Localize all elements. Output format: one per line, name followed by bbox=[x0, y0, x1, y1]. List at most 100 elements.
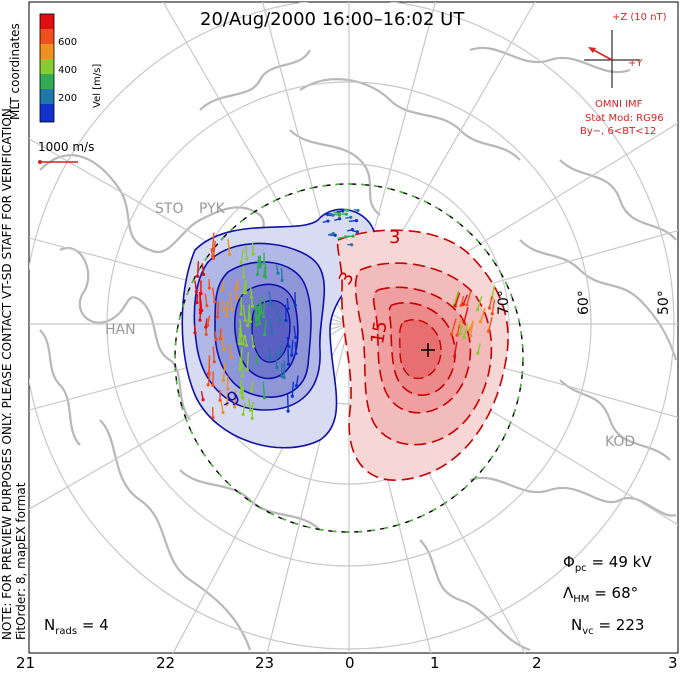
velocity-vector bbox=[248, 398, 252, 411]
velocity-vector bbox=[262, 381, 266, 398]
velocity-vector bbox=[242, 402, 246, 415]
velocity-vector bbox=[462, 294, 469, 305]
color-tick-400: 400 bbox=[58, 65, 78, 76]
velocity-vector-origin bbox=[344, 212, 348, 216]
velocity-vector-origin bbox=[245, 257, 249, 261]
velocity-vector bbox=[290, 340, 294, 356]
velocity-vector bbox=[463, 323, 469, 338]
vector-scale-label: 1000 m/s bbox=[38, 140, 95, 154]
velocity-vector-origin bbox=[240, 395, 244, 399]
velocity-vector-origin bbox=[194, 290, 199, 294]
velocity-vector bbox=[246, 352, 250, 370]
velocity-vector-origin bbox=[280, 278, 284, 282]
velocity-vector bbox=[225, 300, 229, 316]
velocity-vector bbox=[468, 321, 474, 331]
velocity-vector-origin bbox=[201, 272, 206, 277]
velocity-vector-origin bbox=[241, 412, 245, 417]
nvc-sub: vc bbox=[582, 626, 594, 637]
velocity-vector-origin bbox=[284, 318, 288, 323]
velocity-vector-origin bbox=[251, 252, 255, 256]
velocity-vector-origin bbox=[278, 352, 283, 357]
velocity-vector bbox=[477, 343, 481, 354]
positive-potential-cell bbox=[336, 229, 509, 481]
velocity-vector-origin bbox=[468, 334, 473, 338]
velocity-vector-origin bbox=[490, 312, 494, 316]
velocity-vector-origin bbox=[211, 254, 215, 258]
velocity-vector-origin bbox=[286, 306, 290, 311]
velocity-vector-origin bbox=[293, 303, 297, 307]
phi-sub: pc bbox=[574, 563, 587, 574]
velocity-vector bbox=[466, 291, 472, 306]
velocity-vector-origin bbox=[282, 376, 286, 380]
velocity-vector bbox=[211, 287, 216, 302]
velocity-vector-origin bbox=[235, 296, 239, 300]
velocity-vector bbox=[250, 287, 253, 298]
velocity-vector bbox=[255, 303, 258, 320]
velocity-vector-origin bbox=[255, 272, 260, 276]
velocity-vector bbox=[240, 249, 244, 263]
velocity-vector bbox=[243, 282, 246, 293]
velocity-vector-origin bbox=[239, 312, 243, 316]
hm-boundary-latitude: ΛHM = 68° bbox=[563, 584, 638, 605]
velocity-vector bbox=[251, 334, 255, 347]
velocity-vector-origin bbox=[280, 374, 284, 378]
velocity-vector-origin bbox=[487, 306, 492, 310]
site-label-pyk: PYK bbox=[199, 201, 225, 217]
velocity-vector bbox=[286, 336, 290, 347]
velocity-vector-origin bbox=[244, 343, 249, 347]
velocity-vector-origin bbox=[229, 355, 233, 359]
mlt-label-0: 0 bbox=[345, 654, 355, 672]
lambda-sub: HM bbox=[573, 594, 590, 605]
velocity-vector-origin bbox=[458, 331, 462, 336]
velocity-vector-origin bbox=[350, 243, 354, 247]
velocity-vector-origin bbox=[258, 265, 262, 269]
velocity-vector-origin bbox=[250, 304, 255, 308]
velocity-vector bbox=[491, 299, 496, 314]
velocity-vector bbox=[275, 352, 278, 368]
velocity-vector bbox=[263, 319, 267, 335]
imf-clock-dial bbox=[584, 30, 640, 88]
velocity-vector-origin bbox=[237, 341, 241, 346]
velocity-vector-origin bbox=[287, 345, 291, 349]
velocity-vector bbox=[239, 319, 243, 337]
velocity-vector bbox=[211, 232, 215, 251]
imf-source-label: OMNI IMF bbox=[595, 99, 643, 110]
velocity-vector-origin bbox=[198, 318, 202, 322]
velocity-vector-origin bbox=[212, 360, 216, 364]
velocity-vector bbox=[194, 280, 198, 292]
velocity-vector-origin bbox=[259, 311, 263, 315]
velocity-vector-origin bbox=[254, 323, 259, 327]
hm-boundary bbox=[174, 183, 524, 533]
site-label-sto: STO bbox=[155, 201, 184, 217]
site-label-kod: KOD bbox=[605, 434, 636, 450]
velocity-vector bbox=[454, 292, 461, 307]
color-tick-600: 600 bbox=[58, 37, 78, 48]
velocity-vector-origin bbox=[201, 398, 205, 402]
velocity-vector-origin bbox=[354, 219, 359, 223]
velocity-vector bbox=[280, 268, 283, 281]
velocity-vector-origin bbox=[262, 261, 266, 265]
velocity-vector-origin bbox=[243, 318, 247, 323]
velocity-vector-origin bbox=[230, 307, 234, 312]
velocity-vector bbox=[201, 263, 205, 275]
velocity-color-bar bbox=[39, 13, 55, 123]
velocity-vector-origin bbox=[452, 354, 457, 358]
velocity-vector-origin bbox=[207, 286, 211, 290]
velocity-vector-origin bbox=[257, 321, 262, 325]
velocity-vector bbox=[459, 323, 463, 334]
velocity-vector bbox=[262, 300, 266, 317]
imf-z-label: +Z (10 nT) bbox=[612, 12, 667, 23]
velocity-vector-origin bbox=[475, 308, 480, 312]
velocity-vector bbox=[222, 362, 226, 381]
velocity-vector bbox=[456, 324, 461, 336]
velocity-vector bbox=[248, 304, 252, 322]
nrads-value: = 4 bbox=[81, 616, 109, 634]
velocity-vector-origin bbox=[338, 217, 342, 221]
velocity-vector bbox=[251, 242, 254, 255]
velocity-vector-origin bbox=[221, 288, 225, 292]
velocity-vector bbox=[268, 347, 271, 359]
velocity-vector-origin bbox=[262, 333, 267, 337]
velocity-vector bbox=[450, 318, 457, 335]
mlt-label-21: 21 bbox=[16, 654, 36, 672]
